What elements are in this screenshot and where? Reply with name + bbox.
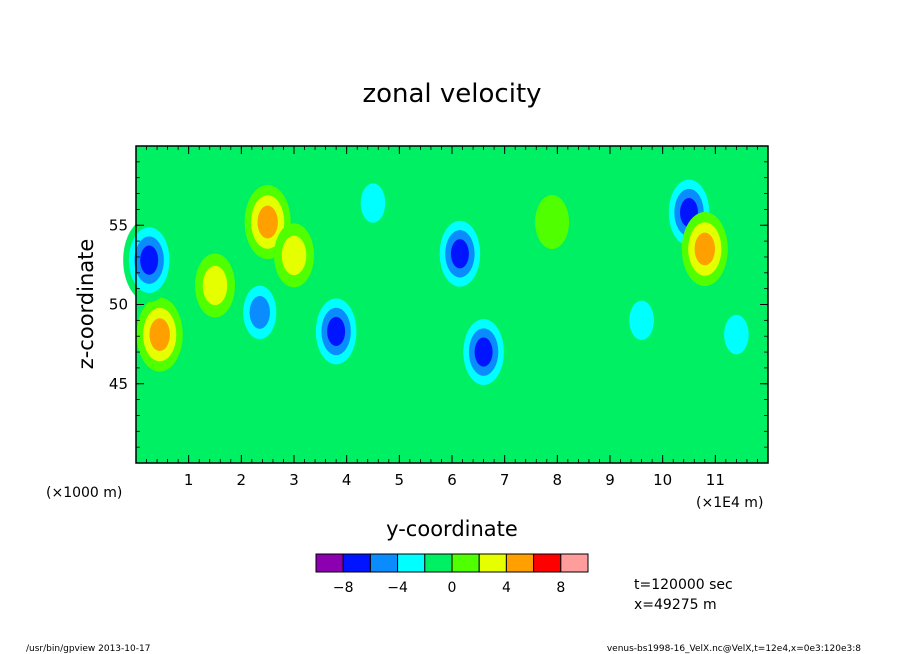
x-tick-label: 6 (447, 471, 457, 489)
contour-level (694, 232, 715, 266)
contour-level (629, 300, 654, 341)
colorbar: −8 −4 0 4 8 (315, 553, 589, 596)
x-tick-label: 7 (500, 471, 510, 489)
contour-level (202, 265, 228, 306)
x-tick-label: 5 (395, 471, 405, 489)
contour-feature (353, 171, 393, 236)
contour-level (724, 314, 749, 355)
x-tick-label: 4 (342, 471, 352, 489)
contour-level (535, 195, 570, 250)
contour-level (249, 296, 270, 329)
contour-feature (274, 223, 314, 288)
contour-fields (123, 170, 757, 395)
y-tick-label: 45 (109, 375, 128, 393)
contour-feature (681, 212, 728, 287)
position-readout: x=49275 m (634, 597, 717, 613)
contour-level (327, 316, 346, 347)
contour-feature (123, 218, 176, 303)
colorbar-tick-label: 8 (556, 580, 565, 596)
contour-level (360, 183, 386, 223)
contour-level (474, 337, 493, 367)
contour-feature (236, 275, 283, 350)
colorbar-swatch (342, 553, 371, 573)
y-tick-label: 55 (109, 216, 128, 234)
colorbar-swatch (505, 553, 535, 573)
x-tick-label: 1 (184, 471, 194, 489)
x-tick-label: 2 (237, 471, 247, 489)
colorbar-tick-label: −8 (333, 580, 354, 596)
contour-feature (195, 253, 235, 318)
x-tick-label: 8 (553, 471, 563, 489)
contour-feature (716, 302, 757, 367)
colorbar-swatch (424, 553, 453, 573)
colorbar-tick-label: 4 (502, 580, 511, 596)
chart-title: zonal velocity (362, 79, 541, 109)
contour-level (140, 245, 159, 275)
x-unit-left: (×1000 m) (46, 485, 122, 501)
x-tick-label: 11 (706, 471, 725, 489)
x-tick-label: 10 (653, 471, 672, 489)
contour-feature (310, 289, 363, 374)
colorbar-tick-label: 0 (448, 580, 457, 596)
colorbar-swatch (451, 553, 480, 573)
contour-level (149, 318, 170, 352)
x-tick-label: 3 (289, 471, 299, 489)
contour-feature (621, 288, 662, 353)
x-axis-label: y-coordinate (386, 517, 518, 541)
footer-right: venus-bs1998-16_VelX.nc@VelX,t=12e4,x=0e… (607, 644, 861, 654)
colorbar-swatch (533, 553, 562, 573)
time-readout: t=120000 sec (634, 577, 733, 593)
contour-level (450, 239, 469, 269)
colorbar-swatch (369, 553, 399, 573)
colorbar-swatch (397, 553, 426, 573)
colorbar-swatch (478, 553, 507, 573)
colorbar-tick-label: −4 (387, 580, 408, 596)
contour-feature (535, 195, 570, 250)
contour-feature (433, 211, 486, 296)
y-tick-label: 50 (109, 296, 128, 314)
contour-level (281, 235, 307, 276)
contour-level (257, 205, 278, 239)
contour-feature (457, 310, 510, 395)
colorbar-swatch (560, 553, 589, 573)
contour-feature (136, 297, 183, 372)
y-axis-label: z-coordinate (74, 239, 98, 370)
x-unit-right: (×1E4 m) (696, 495, 763, 511)
colorbar-swatch (315, 553, 344, 573)
footer-left: /usr/bin/gpview 2013-10-17 (26, 644, 150, 654)
x-tick-label: 9 (605, 471, 615, 489)
